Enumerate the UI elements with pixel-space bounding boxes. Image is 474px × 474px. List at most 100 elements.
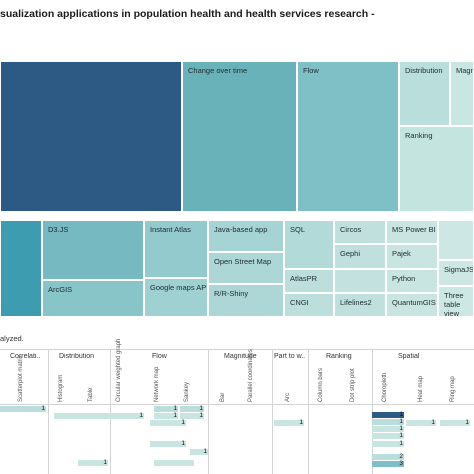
treemap-tile-sigmajs[interactable]: SigmaJS (438, 260, 474, 286)
treemap-tile-three-table-view[interactable]: Three table view (438, 286, 474, 317)
treemap-tile (334, 269, 386, 293)
column-divider (48, 350, 49, 474)
tile-label: SQL (290, 225, 306, 234)
treemap-tile-arcgis[interactable]: ArcGIS (42, 280, 144, 317)
matrix-cell[interactable]: 2 (372, 453, 404, 460)
treemap-tile-magnitude[interactable]: Magni (450, 61, 474, 126)
tile-label: Pajek (392, 249, 411, 258)
tile-label: Ranking (405, 131, 433, 140)
matrix-cell[interactable]: 1 (372, 425, 404, 432)
column-header: Dot strip plot (350, 368, 356, 402)
treemap-tile (438, 220, 474, 260)
treemap-tile-open-street-map[interactable]: Open Street Map (208, 252, 284, 284)
tile-label: AtlasPR (290, 274, 318, 283)
treemap-tile-pajek[interactable]: Pajek (386, 244, 438, 269)
group-header[interactable]: Flow (152, 353, 167, 360)
matrix-cell-empty (154, 460, 194, 466)
column-header: Network map (154, 366, 160, 402)
group-header[interactable]: Magnitude (224, 353, 257, 360)
treemap-tile-circos[interactable]: Circos (334, 220, 386, 244)
tile-label: Circos (340, 225, 362, 234)
header-top-divider (0, 349, 474, 350)
treemap-tile-change-over-time[interactable]: Change over time (182, 61, 297, 212)
tile-label: Google maps API (150, 283, 208, 292)
tile-label: MS Power BI (392, 225, 436, 234)
treemap-tile-d3js[interactable]: D3.JS (42, 220, 144, 280)
matrix-cell[interactable]: 1 (440, 419, 470, 426)
tile-label: Three table view (444, 291, 464, 317)
treemap-tile-python[interactable]: Python (386, 269, 438, 293)
tile-label: Distribution (405, 66, 443, 75)
treemap-tile-atlaspr[interactable]: AtlasPR (284, 269, 334, 293)
treemap-tile-java-based-app[interactable]: Java-based app (208, 220, 284, 252)
column-header: Circular weighted graph (116, 338, 122, 402)
matrix-cell[interactable]: 1 (372, 440, 404, 447)
treemap-tile-quantumgis[interactable]: QuantumGIS (386, 293, 438, 317)
column-header: Choropleth (382, 372, 388, 402)
tile-label: D3.JS (48, 225, 69, 234)
matrix-cell[interactable]: 1 (180, 412, 204, 419)
treemap-tile-flow[interactable]: Flow (297, 61, 399, 212)
tile-label: Magni (456, 66, 473, 75)
matrix-cell[interactable]: 1 (372, 418, 404, 425)
column-header: Table (88, 387, 94, 402)
column-header: Sankey (184, 381, 190, 402)
matrix-cell[interactable]: 3 (372, 460, 404, 467)
column-header: Arc (285, 393, 291, 402)
tile-label: Python (392, 274, 416, 283)
treemap-tile-sql[interactable]: SQL (284, 220, 334, 269)
tile-label: CNGI (290, 298, 309, 307)
matrix-cell[interactable]: 1 (372, 432, 404, 439)
group-header[interactable]: Distribution (59, 353, 95, 360)
treemap-tile-r-shiny[interactable]: R/R-Shiny (208, 284, 284, 317)
treemap-tile-ranking[interactable]: Ranking (399, 126, 474, 212)
tile-label: Java-based app (214, 225, 268, 234)
matrix-cell[interactable]: 1 (274, 419, 304, 426)
tile-label: Gephi (340, 249, 361, 258)
matrix-cell[interactable]: 1 (406, 419, 436, 426)
tile-label: ArcGIS (48, 285, 73, 294)
matrix-cell[interactable]: 1 (190, 448, 208, 455)
column-divider (110, 350, 111, 474)
column-header: Parallel coordinates (248, 349, 254, 402)
treemap-tile-lifelines2[interactable]: Lifelines2 (334, 293, 386, 317)
page-title: sualization applications in population h… (0, 8, 375, 20)
treemap-tile[interactable] (0, 61, 182, 212)
matrix-cell[interactable]: 1 (78, 459, 108, 466)
column-header: Histogram (58, 374, 64, 402)
footnote: alyzed. (0, 334, 24, 343)
tile-label: Lifelines2 (340, 298, 372, 307)
matrix-cell[interactable]: 1 (150, 419, 186, 426)
tile-label: R/R-Shiny (214, 289, 249, 298)
tile-label: SigmaJS (444, 265, 474, 274)
tile-label: Open Street Map (214, 257, 272, 266)
matrix-cell[interactable]: 1 (54, 412, 144, 419)
matrix-cell[interactable]: 1 (150, 440, 186, 447)
tile-label: Instant Atlas (150, 225, 191, 234)
column-header: Heat map (418, 375, 424, 402)
treemap-tile-distribution[interactable]: Distribution (399, 61, 450, 126)
treemap-tile[interactable] (0, 220, 42, 317)
tile-label: Flow (303, 66, 319, 75)
matrix-cell[interactable]: 1 (0, 405, 46, 412)
column-header: Ring map (450, 376, 456, 402)
group-header[interactable]: Spatial (398, 353, 420, 360)
column-header: Column bars (318, 367, 324, 402)
matrix-cell[interactable]: 1 (154, 412, 178, 419)
matrix-cell[interactable]: 1 (372, 411, 404, 418)
treemap-tile-ms-power-bi[interactable]: MS Power BI (386, 220, 438, 244)
group-header[interactable]: Correlati.. (10, 353, 41, 360)
treemap-tile-instant-atlas[interactable]: Instant Atlas (144, 220, 208, 278)
matrix-cell[interactable]: 1 (180, 405, 204, 412)
column-header: Bar (220, 392, 226, 402)
group-header[interactable]: Part to w.. (274, 353, 306, 360)
treemap-tile-google-maps-api[interactable]: Google maps API (144, 278, 208, 317)
treemap-tile-cngi[interactable]: CNGI (284, 293, 334, 317)
tile-label: QuantumGIS (392, 298, 436, 307)
group-header[interactable]: Ranking (326, 353, 352, 360)
column-header: Scatterplot matrix (18, 355, 24, 402)
matrix-cell[interactable]: 1 (154, 405, 178, 412)
treemap-tile-gephi[interactable]: Gephi (334, 244, 386, 269)
header-bottom-divider (0, 404, 474, 405)
column-divider (272, 350, 273, 474)
